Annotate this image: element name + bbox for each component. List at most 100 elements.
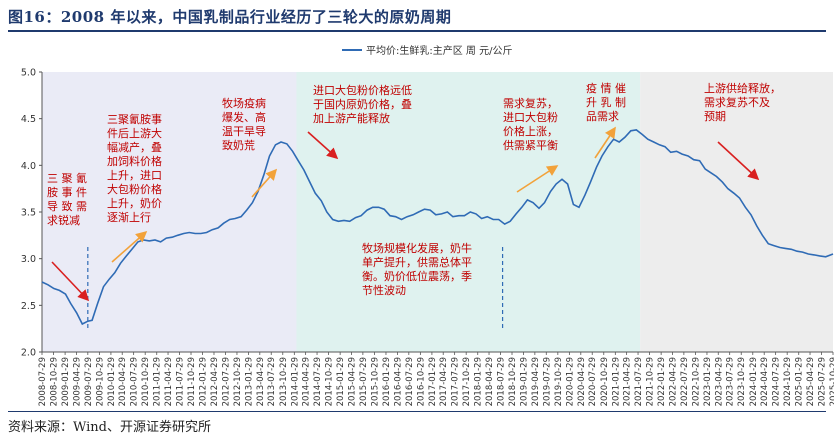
annotation-line: 件后上游大 xyxy=(107,126,162,140)
x-tick-label: 2024-01-29 xyxy=(749,357,759,406)
cycle-region-2 xyxy=(296,72,641,352)
x-tick-label: 2019-04-29 xyxy=(531,357,541,406)
y-tick-label: 2.0 xyxy=(21,348,36,359)
x-tick-label: 2021-10-29 xyxy=(646,357,656,406)
series-line xyxy=(41,129,834,326)
annotation-line: 牧场规模化发展，奶牛 xyxy=(362,241,472,255)
x-tick-label: 2014-01-29 xyxy=(290,357,300,406)
x-tick-label: 2009-04-29 xyxy=(72,357,82,406)
x-tick-label: 2010-07-29 xyxy=(130,357,140,406)
annotation-line: 致奶荒 xyxy=(222,138,255,152)
x-tick-label: 2023-01-29 xyxy=(703,357,713,406)
x-tick-label: 2025-10-29 xyxy=(829,357,834,406)
x-tick-label: 2023-10-29 xyxy=(737,357,747,406)
x-tick-label: 2016-10-29 xyxy=(416,357,426,406)
annotation-line: 上游供给释放， xyxy=(704,81,781,95)
annotation-line: 求锐减 xyxy=(47,213,80,227)
y-tick-label: 4.5 xyxy=(21,114,36,125)
annotation-line: 预期 xyxy=(704,110,726,123)
annotation-line: 进口大包粉 xyxy=(503,110,558,124)
x-tick-label: 2025-01-29 xyxy=(795,357,805,406)
x-tick-label: 2023-04-29 xyxy=(714,357,724,406)
x-tick-label: 2017-10-29 xyxy=(462,357,472,406)
x-tick-label: 2009-01-29 xyxy=(61,357,71,406)
annotation-line: 加饲料价格 xyxy=(107,154,162,168)
x-tick-label: 2024-04-29 xyxy=(760,357,770,406)
annotation-line: 三 聚 氰 xyxy=(47,171,87,185)
x-tick-label: 2015-01-29 xyxy=(336,357,346,406)
annotation-line: 牧场疫病 xyxy=(222,96,266,110)
x-tick-label: 2018-07-29 xyxy=(496,357,506,406)
annotation-line: 供需紧平衡 xyxy=(503,138,558,152)
x-tick-label: 2009-10-29 xyxy=(95,357,105,406)
x-tick-label: 2011-04-29 xyxy=(164,357,174,406)
arrow-up-2010 xyxy=(111,230,148,263)
annotation-line: 上升，奶价 xyxy=(107,196,162,210)
x-tick-label: 2013-07-29 xyxy=(267,357,277,406)
annotation-line: 品需求 xyxy=(586,110,619,123)
source-rule xyxy=(8,411,826,412)
x-tick-label: 2022-10-29 xyxy=(691,357,701,406)
x-tick-label: 2020-01-29 xyxy=(565,357,575,406)
annotation-line: 价格上涨， xyxy=(503,124,558,138)
x-tick-label: 2015-04-29 xyxy=(347,357,357,406)
x-tick-label: 2010-10-29 xyxy=(141,357,151,406)
x-tick-label: 2025-04-29 xyxy=(806,357,816,406)
x-tick-label: 2011-01-29 xyxy=(153,357,163,406)
x-tick-label: 2024-07-29 xyxy=(772,357,782,406)
annotation-line: 需求复苏， xyxy=(503,96,558,110)
x-tick-label: 2017-01-29 xyxy=(428,357,438,406)
legend-label: 平均价:生鲜乳:主产区 周 元/公斤 xyxy=(366,44,512,57)
annotation-line: 逐渐上行 xyxy=(107,210,151,224)
annotation-line: 节性波动 xyxy=(362,283,406,297)
annotation-line: 温干旱导 xyxy=(222,125,266,138)
x-tick-label: 2019-01-29 xyxy=(520,357,530,406)
y-tick-label: 5.0 xyxy=(21,68,36,79)
x-tick-label: 2012-10-29 xyxy=(233,357,243,406)
annotation-line: 爆发、高 xyxy=(222,110,266,124)
annotation-line: 幅减产，叠 xyxy=(107,140,162,154)
x-tick-label: 2009-07-29 xyxy=(84,357,94,406)
x-tick-label: 2022-04-29 xyxy=(668,357,678,406)
x-tick-label: 2020-04-29 xyxy=(577,357,587,406)
x-tick-label: 2008-10-29 xyxy=(50,357,60,406)
x-tick-label: 2021-01-29 xyxy=(611,357,621,406)
x-tick-label: 2012-04-29 xyxy=(210,357,220,406)
x-tick-label: 2017-07-29 xyxy=(451,357,461,406)
x-tick-label: 2013-01-29 xyxy=(245,357,255,406)
x-tick-label: 2012-01-29 xyxy=(199,357,209,406)
x-tick-label: 2014-10-29 xyxy=(325,357,335,406)
x-tick-label: 2012-07-29 xyxy=(221,357,231,406)
milk-price-chart: 2.0 2.5 3.0 3.5 4.0 4.5 5.0 2008-07-29 2008-10-2… xyxy=(21,44,834,406)
arrow-up-2020 xyxy=(594,126,616,159)
annotation-line: 疫 情 催 xyxy=(586,81,626,95)
arrow-up-2019 xyxy=(516,165,559,193)
x-tick-label: 2020-07-29 xyxy=(588,357,598,406)
x-tick-label: 2010-01-29 xyxy=(107,357,117,406)
annotation-line: 衡。奶价低位震荡，季 xyxy=(362,269,472,283)
x-tick-label: 2020-10-29 xyxy=(600,357,610,406)
annotation-line: 胺 事 件 xyxy=(47,185,87,199)
x-tick-label: 2011-10-29 xyxy=(187,357,197,406)
x-tick-label: 2019-10-29 xyxy=(554,357,564,406)
x-tick-label: 2024-10-29 xyxy=(783,357,793,406)
x-tick-label: 2021-04-29 xyxy=(623,357,633,406)
chart-title: 图16：2008 年以来，中国乳制品行业经历了三轮大的原奶周期 xyxy=(8,8,452,26)
x-tick-label: 2015-07-29 xyxy=(359,357,369,406)
x-tick-label: 2016-07-29 xyxy=(405,357,415,406)
arrow-down-2014 xyxy=(307,131,339,160)
y-tick-label: 2.5 xyxy=(21,301,36,312)
x-tick-label: 2011-07-29 xyxy=(175,357,185,406)
annotation-line: 单产提升，供需总体平 xyxy=(362,255,472,269)
cycle-region-3 xyxy=(640,72,833,352)
x-tick-label: 2008-07-29 xyxy=(38,357,48,406)
annotation-line: 进口大包粉价格远低 xyxy=(313,83,412,97)
y-tick-label: 3.5 xyxy=(21,208,36,219)
x-tick-label: 2022-01-29 xyxy=(657,357,667,406)
title-rule xyxy=(8,30,826,32)
annotation-line: 导 致 需 xyxy=(47,199,87,213)
arrow-down-2009 xyxy=(51,261,90,302)
x-tick-label: 2015-10-29 xyxy=(370,357,380,406)
x-tick-label: 2022-07-29 xyxy=(680,357,690,406)
x-tick-label: 2025-07-29 xyxy=(817,357,827,406)
